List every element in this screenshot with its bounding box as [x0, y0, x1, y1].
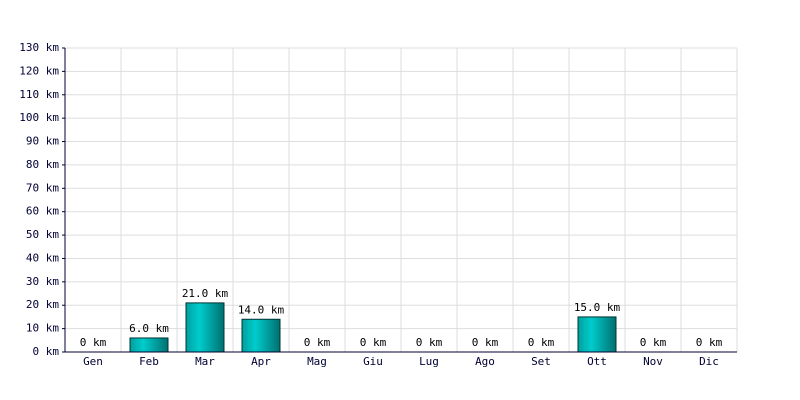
y-tick-label: 130 km: [19, 41, 59, 54]
value-label: 6.0 km: [129, 322, 169, 335]
x-tick-label: Dic: [699, 355, 719, 368]
y-tick-label: 70 km: [26, 181, 59, 194]
value-label: 0 km: [640, 336, 667, 349]
y-tick-label: 90 km: [26, 135, 59, 148]
value-label: 0 km: [696, 336, 723, 349]
y-tick-label: 50 km: [26, 228, 59, 241]
bar: [577, 316, 617, 353]
x-tick-label: Giu: [363, 355, 383, 368]
value-label: 0 km: [528, 336, 555, 349]
x-tick-label: Apr: [251, 355, 271, 368]
x-tick-label: Mar: [195, 355, 215, 368]
y-tick-label: 100 km: [19, 111, 59, 124]
x-tick-label: Lug: [419, 355, 439, 368]
bar: [129, 337, 169, 353]
value-label: 0 km: [80, 336, 107, 349]
y-tick-label: 120 km: [19, 64, 59, 77]
bar: [185, 302, 225, 353]
bar: [241, 318, 281, 353]
y-tick-label: 20 km: [26, 298, 59, 311]
y-tick-label: 30 km: [26, 275, 59, 288]
y-tick-label: 60 km: [26, 205, 59, 218]
x-tick-label: Ago: [475, 355, 495, 368]
x-tick-label: Feb: [139, 355, 159, 368]
value-label: 0 km: [360, 336, 387, 349]
value-label: 15.0 km: [574, 301, 621, 314]
value-label: 21.0 km: [182, 287, 229, 300]
y-tick-label: 110 km: [19, 88, 59, 101]
value-label: 14.0 km: [238, 303, 285, 316]
y-tick-label: 40 km: [26, 251, 59, 264]
x-tick-label: Gen: [83, 355, 103, 368]
y-tick-label: 0 km: [33, 345, 60, 358]
y-tick-label: 10 km: [26, 322, 59, 335]
x-tick-label: Mag: [307, 355, 327, 368]
x-tick-label: Ott: [587, 355, 607, 368]
value-label: 0 km: [304, 336, 331, 349]
x-tick-label: Set: [531, 355, 551, 368]
value-label: 0 km: [416, 336, 443, 349]
y-tick-label: 80 km: [26, 158, 59, 171]
x-tick-label: Nov: [643, 355, 663, 368]
value-label: 0 km: [472, 336, 499, 349]
